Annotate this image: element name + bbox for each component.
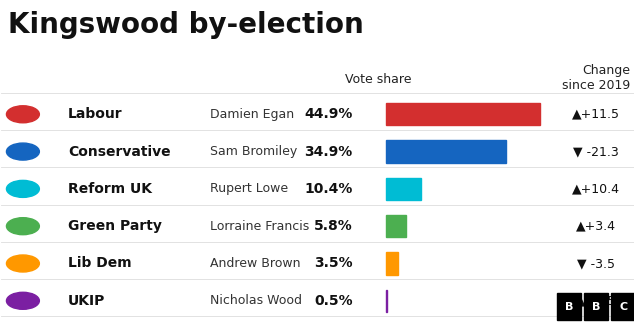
Text: Rupert Lowe: Rupert Lowe [210,182,289,195]
Bar [611,293,636,320]
Circle shape [6,292,40,309]
Bar [385,290,387,312]
Text: 10.4%: 10.4% [304,182,353,196]
Circle shape [6,218,40,235]
Bar [385,215,406,237]
Text: Damien Egan: Damien Egan [210,108,294,121]
Text: Lorraine Francis: Lorraine Francis [210,220,310,233]
Circle shape [6,143,40,160]
Text: ▲+10.4: ▲+10.4 [572,182,620,195]
Text: Labour: Labour [68,107,122,121]
Text: ▲+11.5: ▲+11.5 [572,108,620,121]
Bar [557,293,581,320]
Bar [385,103,540,125]
Text: 0.5%: 0.5% [314,294,353,308]
Text: Vote share: Vote share [345,73,411,86]
Text: ▼ -21.3: ▼ -21.3 [573,145,619,158]
Text: Change
since 2019: Change since 2019 [562,64,630,91]
Text: 3.5%: 3.5% [314,256,353,271]
Text: ▼ -3.5: ▼ -3.5 [577,257,615,270]
Bar [385,178,421,200]
Bar [584,293,608,320]
Text: ▲+3.4: ▲+3.4 [576,220,616,233]
Text: Green Party: Green Party [68,219,162,233]
Text: Kingswood by-election: Kingswood by-election [8,11,364,39]
Text: ▲+0.5: ▲+0.5 [576,294,616,307]
Text: UKIP: UKIP [68,294,105,308]
Bar [385,141,506,163]
Circle shape [6,255,40,272]
Text: B: B [565,302,573,312]
Circle shape [6,106,40,123]
Circle shape [6,181,40,197]
Text: Sam Bromiley: Sam Bromiley [210,145,298,158]
Text: Nicholas Wood: Nicholas Wood [210,294,302,307]
Text: Andrew Brown: Andrew Brown [210,257,301,270]
Bar [385,252,397,275]
Text: 44.9%: 44.9% [304,107,353,121]
Text: Lib Dem: Lib Dem [68,256,131,271]
Text: B: B [592,302,600,312]
Text: 34.9%: 34.9% [305,145,353,159]
Text: C: C [620,302,628,312]
Text: Reform UK: Reform UK [68,182,152,196]
Text: 5.8%: 5.8% [314,219,353,233]
Text: Conservative: Conservative [68,145,170,159]
